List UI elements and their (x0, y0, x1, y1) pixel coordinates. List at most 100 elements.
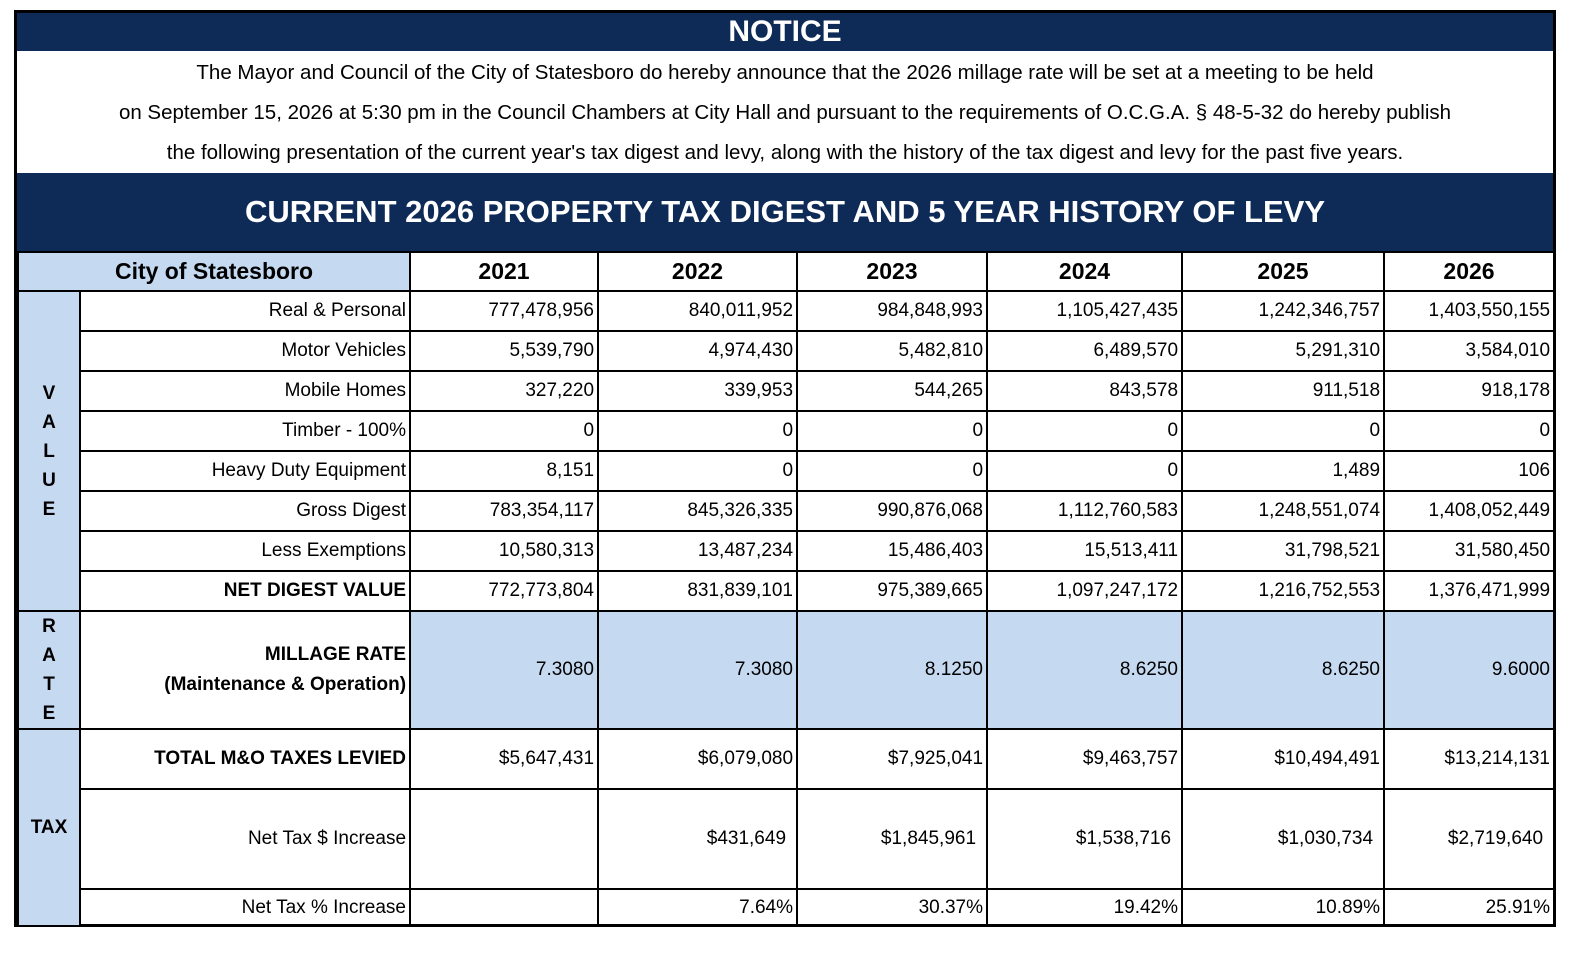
table-cell: 1,097,247,172 (986, 570, 1184, 612)
row-label: Motor Vehicles (78, 330, 412, 372)
table-cell: 0 (597, 410, 799, 452)
table-cell: 327,220 (409, 370, 600, 412)
table-cell: 0 (796, 410, 989, 452)
table-cell: $6,079,080 (597, 728, 799, 790)
row-label: Mobile Homes (78, 370, 412, 412)
row-label: Net Tax % Increase (78, 888, 412, 927)
row-label: MILLAGE RATE (Maintenance & Operation) (78, 610, 412, 730)
table-cell: $9,463,757 (986, 728, 1184, 790)
row-label: NET DIGEST VALUE (78, 570, 412, 612)
table-cell: 9.6000 (1383, 610, 1556, 730)
table-cell: 984,848,993 (796, 290, 989, 332)
table-cell: 1,403,550,155 (1383, 290, 1556, 332)
table-cell: 5,291,310 (1181, 330, 1386, 372)
year-header: 2026 (1383, 251, 1556, 292)
table-cell: 0 (1383, 410, 1556, 452)
table-cell: 8.6250 (986, 610, 1184, 730)
table-row: Net Tax $ Increase $431,649 $1,845,961 $… (18, 788, 1556, 890)
table-cell: 13,487,234 (597, 530, 799, 572)
table-cell: 831,839,101 (597, 570, 799, 612)
table-cell: $7,925,041 (796, 728, 989, 790)
table-cell: 0 (1181, 410, 1386, 452)
table-cell: 31,798,521 (1181, 530, 1386, 572)
table-cell: 25.91% (1383, 888, 1556, 927)
row-label: Less Exemptions (78, 530, 412, 572)
table-cell: 6,489,570 (986, 330, 1184, 372)
table-cell: 1,105,427,435 (986, 290, 1184, 332)
table-cell: 5,539,790 (409, 330, 600, 372)
notice-line-2: on September 15, 2026 at 5:30 pm in the … (118, 101, 1452, 124)
table-cell: 0 (986, 450, 1184, 492)
table-row: Timber - 100% 0 0 0 0 0 0 (18, 410, 1556, 452)
table-cell: 8.1250 (796, 610, 989, 730)
table-cell: 845,326,335 (597, 490, 799, 532)
table-cell: 840,011,952 (597, 290, 799, 332)
table-cell: 1,376,471,999 (1383, 570, 1556, 612)
table-cell: 3,584,010 (1383, 330, 1556, 372)
table-row: Net Tax % Increase 7.64% 30.37% 19.42% 1… (18, 888, 1556, 927)
table-cell: 8,151 (409, 450, 600, 492)
year-header: 2023 (796, 251, 989, 292)
table-row: Heavy Duty Equipment 8,151 0 0 0 1,489 1… (18, 450, 1556, 492)
table-cell: 911,518 (1181, 370, 1386, 412)
table-cell: 843,578 (986, 370, 1184, 412)
table-cell: 1,112,760,583 (986, 490, 1184, 532)
table-row: TAX TOTAL M&O TAXES LEVIED $5,647,431 $6… (17, 728, 1556, 927)
table-row: NET DIGEST VALUE 772,773,804 831,839,101… (18, 570, 1556, 612)
table-cell: 7.3080 (409, 610, 600, 730)
table-cell: $2,719,640 (1383, 788, 1556, 890)
table-cell: $13,214,131 (1383, 728, 1556, 790)
table-cell: $1,538,716 (986, 788, 1184, 890)
table-cell: 4,974,430 (597, 330, 799, 372)
table-cell: 8.6250 (1181, 610, 1386, 730)
table-cell: 15,513,411 (986, 530, 1184, 572)
tax-digest-table: City of Statesboro 2021 2022 2023 2024 2… (16, 251, 1556, 927)
table-cell: 777,478,956 (409, 290, 600, 332)
table-cell: 10.89% (1181, 888, 1386, 927)
table-row: Mobile Homes 327,220 339,953 544,265 843… (18, 370, 1556, 412)
millage-rate-sublabel: (Maintenance & Operation) (164, 674, 407, 695)
row-label: Net Tax $ Increase (78, 788, 412, 890)
notice-paragraph: The Mayor and Council of the City of Sta… (17, 53, 1553, 173)
table-cell: 0 (409, 410, 600, 452)
table-cell: 31,580,450 (1383, 530, 1556, 572)
table-cell: 1,248,551,074 (1181, 490, 1386, 532)
table-row: V A L U E Real & Personal 777,478,956 84… (17, 290, 1556, 612)
table-cell: 0 (986, 410, 1184, 452)
notice-line-1: The Mayor and Council of the City of Sta… (196, 61, 1374, 84)
notice-line-3: the following presentation of the curren… (166, 141, 1404, 164)
year-header: 2022 (597, 251, 799, 292)
year-header: 2021 (409, 251, 600, 292)
table-cell: 5,482,810 (796, 330, 989, 372)
year-header: 2024 (986, 251, 1184, 292)
table-row: Less Exemptions 10,580,313 13,487,234 15… (18, 530, 1556, 572)
table-cell: $431,649 (597, 788, 799, 890)
header-row: City of Statesboro 2021 2022 2023 2024 2… (16, 251, 1556, 292)
table-cell: 975,389,665 (796, 570, 989, 612)
table-cell: 7.3080 (597, 610, 799, 730)
table-cell: 990,876,068 (796, 490, 989, 532)
row-label: Gross Digest (78, 490, 412, 532)
table-cell: 7.64% (597, 888, 799, 927)
table-cell: 1,408,052,449 (1383, 490, 1556, 532)
row-label: Heavy Duty Equipment (78, 450, 412, 492)
table-cell: 0 (597, 450, 799, 492)
notice-heading: NOTICE (17, 13, 1553, 51)
year-header: 2025 (1181, 251, 1386, 292)
value-section-label: V A L U E (17, 290, 81, 612)
rate-section-label: R A T E (17, 610, 81, 730)
table-cell: 783,354,117 (409, 490, 600, 532)
table-row: R A T E MILLAGE RATE (Maintenance & Oper… (17, 610, 1556, 730)
table-cell: 1,489 (1181, 450, 1386, 492)
tax-section-label: TAX (17, 728, 81, 927)
table-cell: 106 (1383, 450, 1556, 492)
table-cell: $1,030,734 (1181, 788, 1386, 890)
table-cell: 30.37% (796, 888, 989, 927)
table-cell: 15,486,403 (796, 530, 989, 572)
table-cell: $10,494,491 (1181, 728, 1386, 790)
table-cell: 10,580,313 (409, 530, 600, 572)
row-label: TOTAL M&O TAXES LEVIED (78, 728, 412, 790)
row-label: Real & Personal (78, 290, 412, 332)
table-cell: 0 (796, 450, 989, 492)
table-cell: $5,647,431 (409, 728, 600, 790)
